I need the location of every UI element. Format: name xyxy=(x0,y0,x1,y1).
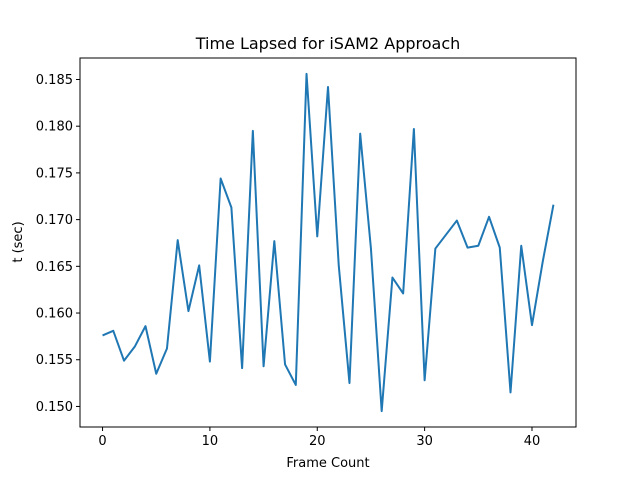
x-axis-ticks: 0 10 20 30 40 xyxy=(98,427,540,449)
x-tick-label: 40 xyxy=(524,434,541,449)
y-axis-label: t (sec) xyxy=(11,221,26,262)
x-tick-label: 30 xyxy=(416,434,433,449)
y-tick-label: 0.165 xyxy=(36,260,73,275)
plot-frame xyxy=(79,57,577,428)
x-tick-label: 10 xyxy=(202,434,219,449)
y-tick-label: 0.185 xyxy=(36,73,73,88)
chart-title: Time Lapsed for iSAM2 Approach xyxy=(195,34,461,53)
y-tick-label: 0.175 xyxy=(36,166,73,181)
y-tick-label: 0.155 xyxy=(36,353,73,368)
y-tick-label: 0.170 xyxy=(36,213,73,228)
x-tick-label: 20 xyxy=(309,434,326,449)
x-tick-label: 0 xyxy=(98,434,106,449)
series-line-0 xyxy=(102,72,555,413)
y-tick-label: 0.150 xyxy=(36,400,73,415)
x-axis-label: Frame Count xyxy=(286,456,369,471)
plot-lines xyxy=(102,72,555,413)
y-tick-label: 0.160 xyxy=(36,307,73,322)
y-tick-label: 0.180 xyxy=(36,120,73,135)
y-axis-ticks: 0.150 0.155 0.160 0.165 0.170 0.175 0.180 0.185 xyxy=(36,73,80,415)
